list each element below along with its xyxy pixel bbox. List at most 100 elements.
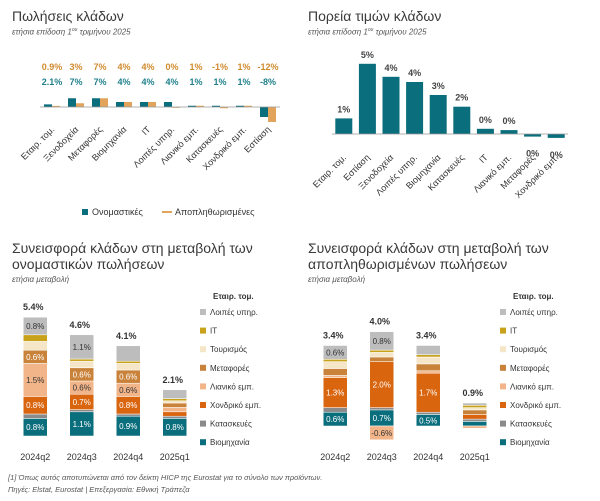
nominal-bar bbox=[236, 105, 244, 107]
deflated-bar bbox=[52, 105, 60, 107]
total-value-label: 4.6% bbox=[69, 320, 90, 330]
legend-label: Βιομηχανία bbox=[510, 438, 550, 447]
stacked-segment bbox=[462, 414, 487, 420]
legend-swatch bbox=[200, 309, 206, 315]
deflated-value-label: -12% bbox=[257, 62, 278, 72]
segment-value-label: 1.3% bbox=[326, 389, 344, 398]
stacked-segment bbox=[162, 402, 187, 408]
deflated-value-label: 1% bbox=[189, 62, 202, 72]
nominal-bar bbox=[140, 102, 148, 107]
deflated-contrib-panel: Συνεισφορά κλάδων στη μεταβολή των απoπλ… bbox=[308, 240, 549, 284]
legend-label: Τουρισμός bbox=[510, 345, 547, 354]
stacked-segment bbox=[323, 361, 348, 369]
sales-panel: Πωλήσεις κλάδων ετήσια επίδοση 1ου τριμή… bbox=[12, 8, 131, 37]
stacked-segment bbox=[462, 405, 487, 408]
deflated-bar bbox=[148, 102, 156, 107]
legend-label: Λιανικό εμπ. bbox=[510, 382, 554, 391]
price-bar bbox=[524, 134, 542, 137]
price-value-label: 5% bbox=[361, 50, 374, 60]
legend-swatch bbox=[200, 420, 206, 427]
legend-label: Τουρισμός bbox=[210, 345, 247, 354]
stacked-segment bbox=[416, 356, 441, 365]
deflated-value-label: 0.9% bbox=[42, 62, 63, 72]
deflated-value-label: 4% bbox=[117, 62, 130, 72]
legend-label: IT bbox=[510, 327, 517, 336]
category-label: 2024q3 bbox=[67, 452, 97, 462]
nominal-bar bbox=[188, 105, 196, 107]
stacked-segment bbox=[369, 352, 394, 358]
stacked-segment bbox=[162, 400, 187, 404]
price-bar bbox=[358, 63, 376, 134]
stacked-segment bbox=[323, 407, 348, 413]
stacked-segment bbox=[323, 345, 348, 360]
price-value-label: 1% bbox=[337, 104, 350, 114]
segment-value-label: 0.8% bbox=[166, 423, 184, 432]
legend-swatch bbox=[500, 309, 506, 315]
nominal-value-label: 2.1% bbox=[42, 77, 63, 87]
segment-value-label: 0.6% bbox=[73, 384, 91, 393]
segment-value-label: 0.6% bbox=[73, 370, 91, 379]
segment-value-label: 2.0% bbox=[373, 381, 391, 390]
legend-swatch bbox=[500, 383, 506, 390]
deflated-contrib-chart: 0.6% 1.3% 0.6% 3.4% 2024q2 0.7% 2.0% -0.6% 0.8% 4… bbox=[320, 292, 561, 462]
prices-subtitle: ετήσια επίδοση 1ου τριμήνου 2025 bbox=[308, 27, 427, 37]
total-value-label: 5.4% bbox=[23, 302, 44, 312]
legend-label: Κατασκευές bbox=[510, 420, 552, 429]
legend-label: Λοιπές υπηρ. bbox=[510, 308, 558, 317]
category-label: 2024q4 bbox=[413, 452, 443, 462]
total-value-label: 2.1% bbox=[162, 375, 183, 385]
legend-label: Μεταφορές bbox=[510, 364, 550, 373]
nominal-bar bbox=[44, 104, 52, 107]
nominal-bar bbox=[164, 102, 172, 107]
deflated-value-label: 3% bbox=[69, 62, 82, 72]
total-value-label: 3.4% bbox=[416, 331, 437, 341]
legend-swatch bbox=[500, 439, 506, 446]
legend-swatch bbox=[200, 327, 206, 334]
segment-value-label: 0.8% bbox=[26, 322, 44, 331]
segment-value-label: 1.1% bbox=[73, 420, 91, 429]
price-bar bbox=[429, 95, 447, 134]
source-note: Πηγές: Elstat, Eurostat | Επεξεργασία: Ε… bbox=[8, 485, 190, 494]
stacked-segment bbox=[369, 361, 394, 408]
stacked-segment bbox=[369, 356, 394, 362]
legend-title: Εταιρ. τομ. bbox=[213, 292, 254, 301]
stacked-segment bbox=[162, 398, 187, 402]
price-value-label: 0% bbox=[502, 116, 515, 126]
total-value-label: 4.1% bbox=[116, 331, 137, 341]
price-bar bbox=[382, 76, 400, 134]
category-label: Χονδρικό εμπ. bbox=[201, 124, 249, 172]
segment-value-label: 0.9% bbox=[119, 422, 137, 431]
prices-chart: 1%5%4%4%3%2%0% 0%0% 0%Εταιρ. τομ.ΕστίασηΞε… bbox=[311, 50, 568, 200]
stacked-segment bbox=[416, 370, 441, 374]
price-value-label: 0% bbox=[526, 149, 539, 159]
total-value-label: 3.4% bbox=[323, 331, 344, 341]
sales-chart: 0.9% 2.1% 3% 7% 7% 7% 4% 4% 4% 4% 0% 4% 1% 1% -1% 1% 1% 1… bbox=[19, 62, 280, 217]
stacked-segment bbox=[416, 363, 441, 372]
legend-swatch bbox=[500, 402, 506, 408]
nominal-contrib-title-line1: Συνεισφορά κλάδων στη μεταβολή των bbox=[12, 240, 253, 256]
nominal-contrib-chart: 0.8% 0.8% 1.5% 0.6% 0.8% 5.4% 2024q2 1.1% 0.7% 0.… bbox=[20, 292, 261, 462]
legend-swatch bbox=[200, 402, 206, 408]
segment-value-label: 1.7% bbox=[419, 389, 437, 398]
legend-label: IT bbox=[210, 327, 217, 336]
category-label: Εταιρ. τομ. bbox=[311, 152, 348, 189]
legend-swatch bbox=[500, 364, 506, 371]
legend-label: Λιανικό εμπ. bbox=[210, 382, 254, 391]
segment-value-label: 0.6% bbox=[119, 373, 137, 382]
nominal-bar bbox=[260, 107, 268, 117]
nominal-value-label: 1% bbox=[189, 77, 202, 87]
deflated-value-label: 1% bbox=[237, 62, 250, 72]
deflated-bar bbox=[244, 105, 252, 107]
stacked-segment bbox=[323, 368, 348, 376]
stacked-segment bbox=[23, 363, 48, 397]
price-bar bbox=[476, 128, 494, 134]
stacked-segment bbox=[369, 407, 394, 411]
deflated-bar bbox=[172, 107, 180, 108]
nominal-contrib-subtitle: ετήσια μεταβολή bbox=[12, 275, 70, 284]
segment-value-label: 0.8% bbox=[373, 337, 391, 346]
segment-value-label: 0.8% bbox=[26, 401, 44, 410]
deflated-contrib-title-line1: Συνεισφορά κλάδων στη μεταβολή των bbox=[308, 240, 549, 256]
category-label: 2025q1 bbox=[460, 452, 490, 462]
total-value-label: 0.9% bbox=[462, 388, 483, 398]
price-bar bbox=[547, 134, 565, 138]
